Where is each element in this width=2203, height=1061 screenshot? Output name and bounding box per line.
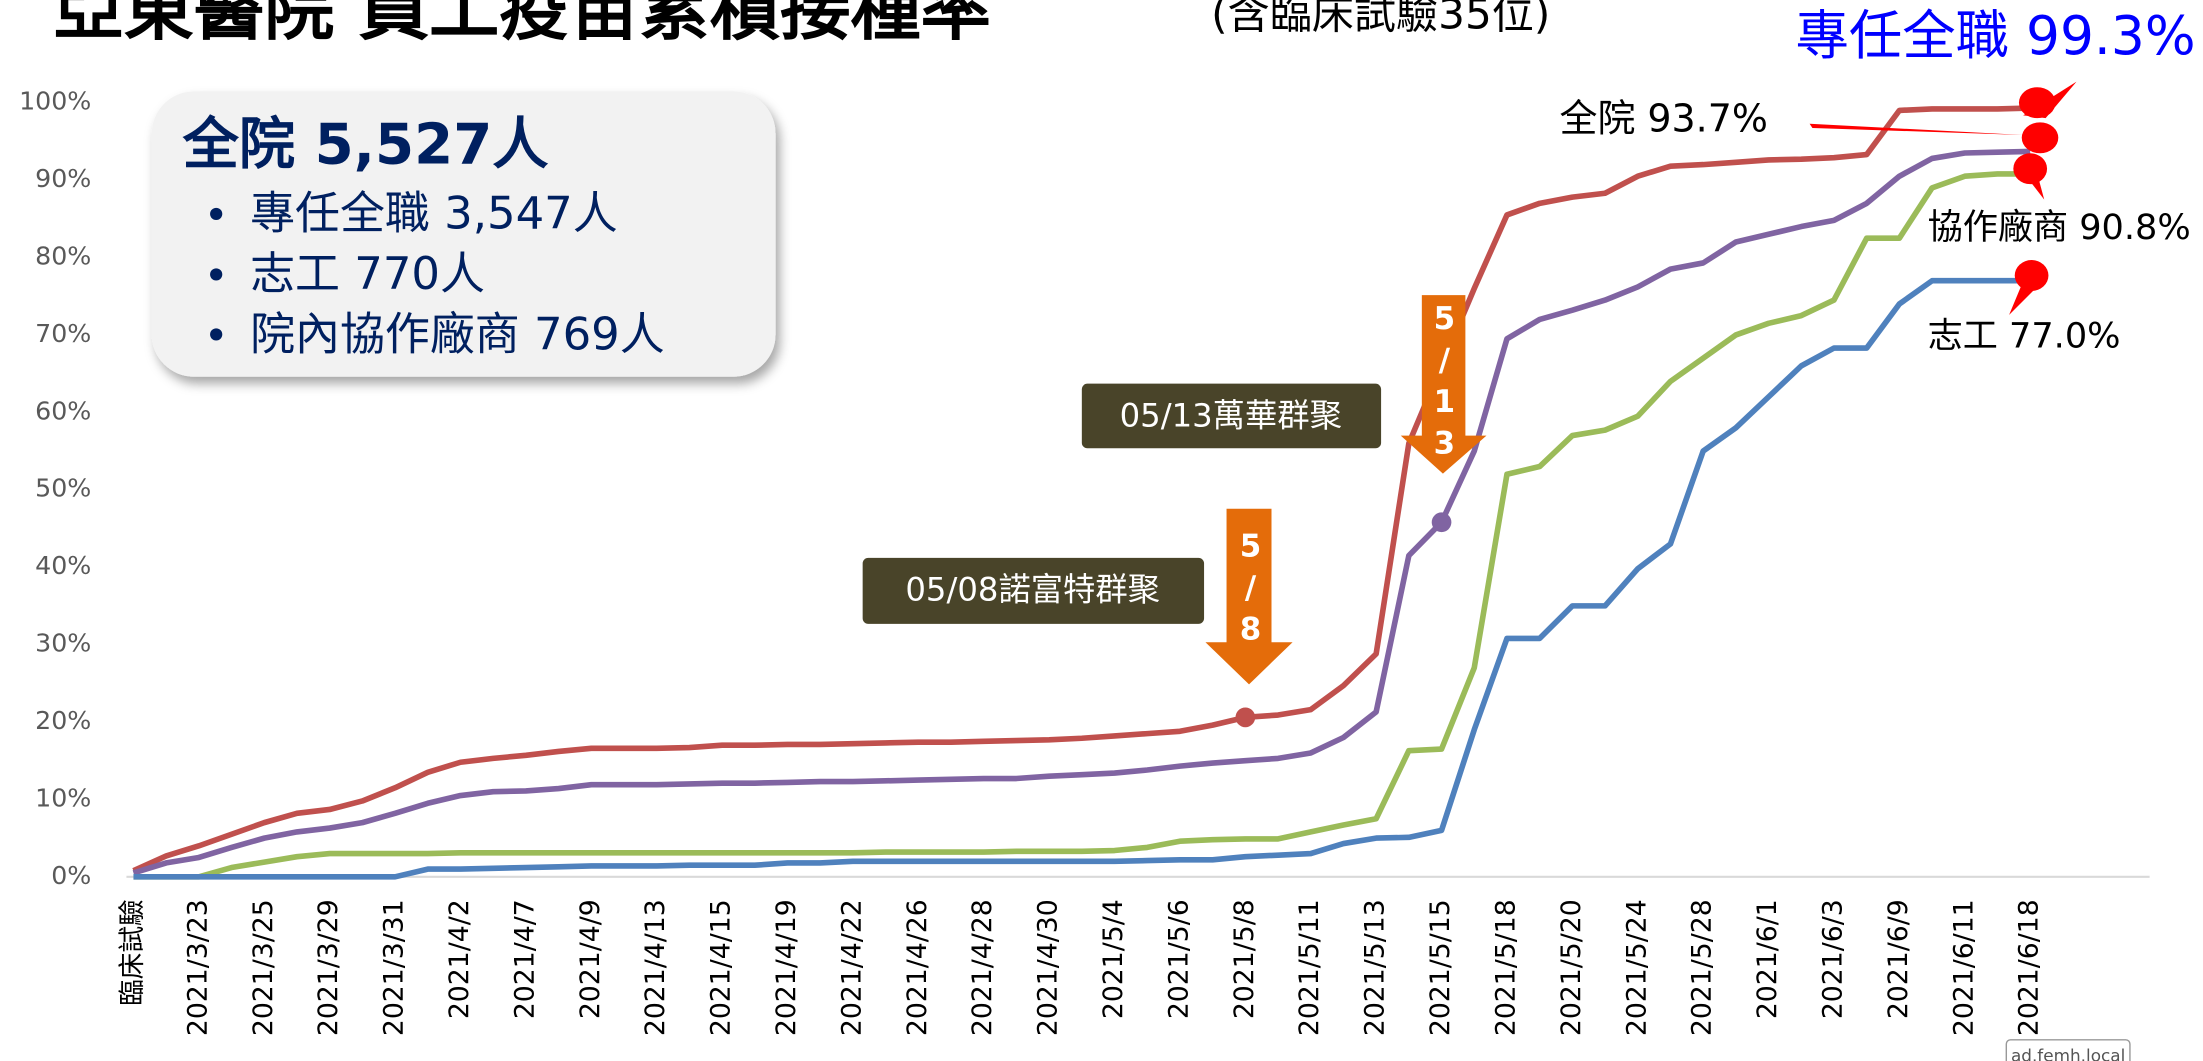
y-tick-label: 20%: [35, 706, 91, 735]
series-line: [132, 148, 2031, 876]
end-label: 志工 77.0%: [1928, 315, 2121, 356]
highlight-point: [1431, 512, 1452, 533]
end-marker: [2021, 122, 2059, 154]
callout: 05/08諾富特群聚: [905, 571, 1160, 609]
callout: 05/13萬華群聚: [1120, 396, 1342, 434]
chart-subtitle: (含臨床試驗35位): [1211, 0, 1550, 38]
y-tick-label: 60%: [35, 396, 91, 425]
callout-box: [862, 557, 1205, 624]
x-tick-label: 2021/3/25: [248, 899, 279, 1036]
headline: 專任全職 99.3%: [1796, 4, 2196, 67]
x-tick-label: 2021/5/4: [1098, 899, 1129, 1019]
x-tick-label: 2021/5/24: [1621, 899, 1652, 1036]
arrow-label: 5/8: [1233, 528, 1269, 653]
x-tick-label: 2021/4/2: [444, 899, 475, 1019]
series-line: [133, 277, 2031, 880]
pointer: [1809, 123, 2024, 135]
x-tick-label: 2021/4/30: [1033, 899, 1064, 1036]
x-tick-label: 2021/3/29: [313, 899, 344, 1036]
end-marker: [2014, 260, 2049, 291]
x-tick-label: 臨床試驗: [117, 899, 148, 1006]
x-tick-label: 2021/4/15: [706, 899, 737, 1036]
end-marker: [2018, 87, 2056, 119]
y-tick-label: 50%: [35, 474, 91, 503]
x-tick-label: 2021/6/18: [2014, 899, 2045, 1036]
series-line: [133, 171, 2031, 880]
info-title: 全院 5,527人: [182, 112, 549, 177]
x-tick-label: 2021/5/6: [1163, 899, 1194, 1019]
watermark: ad.femh.local: [2011, 1046, 2125, 1061]
x-tick-label: 2021/6/9: [1883, 899, 1914, 1019]
bullet: •: [204, 251, 229, 300]
x-tick-label: 2021/4/28: [967, 899, 998, 1036]
x-tick-label: 2021/5/8: [1229, 899, 1260, 1019]
arrow: [1400, 295, 1487, 474]
x-tick-label: 2021/5/28: [1687, 899, 1718, 1036]
y-tick-label: 100%: [19, 87, 91, 116]
x-tick-label: 2021/6/11: [1948, 899, 1979, 1036]
x-tick-label: 2021/6/1: [1752, 899, 1783, 1019]
x-tick-label: 2021/5/11: [1294, 899, 1325, 1036]
x-tick-label: 2021/5/15: [1425, 899, 1456, 1036]
y-tick-label: 80%: [35, 242, 91, 271]
chart-title: 亞東醫院 員工疫苗累積接種率: [53, 0, 991, 50]
y-tick-label: 0%: [51, 861, 91, 890]
x-tick-label: 2021/6/3: [1817, 899, 1848, 1019]
end-label: 協作廠商 90.8%: [1928, 207, 2191, 248]
arrow-label: 5/13: [1426, 301, 1462, 467]
x-tick-label: 2021/3/31: [379, 899, 410, 1036]
x-tick-label: 2021/5/13: [1360, 899, 1391, 1036]
bullet: •: [204, 190, 229, 239]
x-tick-label: 2021/4/26: [902, 899, 933, 1036]
watermark-box: [2005, 1039, 2131, 1061]
info-item: 專任全職 3,547人: [250, 186, 618, 239]
info-item: 志工 770人: [250, 247, 485, 300]
y-tick-label: 30%: [35, 629, 91, 658]
y-tick-label: 10%: [35, 783, 91, 812]
end-label: 全院 93.7%: [1560, 96, 1768, 140]
x-tick-label: 2021/4/7: [509, 899, 540, 1019]
bullet: •: [204, 311, 229, 360]
x-tick-label: 2021/4/19: [771, 899, 802, 1036]
info-box: [151, 91, 776, 377]
series-line: [132, 105, 2031, 874]
y-tick-label: 70%: [35, 319, 91, 348]
callout-box: [1081, 383, 1382, 449]
x-tick-label: 2021/4/13: [640, 899, 671, 1036]
x-tick-label: 2021/5/20: [1556, 899, 1587, 1036]
y-tick-label: 90%: [35, 164, 91, 193]
x-tick-label: 2021/5/18: [1490, 899, 1521, 1036]
info-item: 院內協作廠商 769人: [250, 307, 665, 360]
x-tick-label: 2021/4/9: [575, 899, 606, 1019]
highlight-point: [1235, 707, 1256, 728]
arrow: [1205, 508, 1293, 685]
y-tick-label: 40%: [35, 551, 91, 580]
x-tick-label: 2021/3/23: [182, 899, 213, 1036]
x-tick-label: 2021/4/22: [836, 899, 867, 1036]
plot-area: 0% 10% 20% 30% 40% 50% 60% 70% 80% 90% 100% 臨床試驗 202…: [19, 87, 2150, 1036]
end-marker: [2013, 153, 2048, 185]
